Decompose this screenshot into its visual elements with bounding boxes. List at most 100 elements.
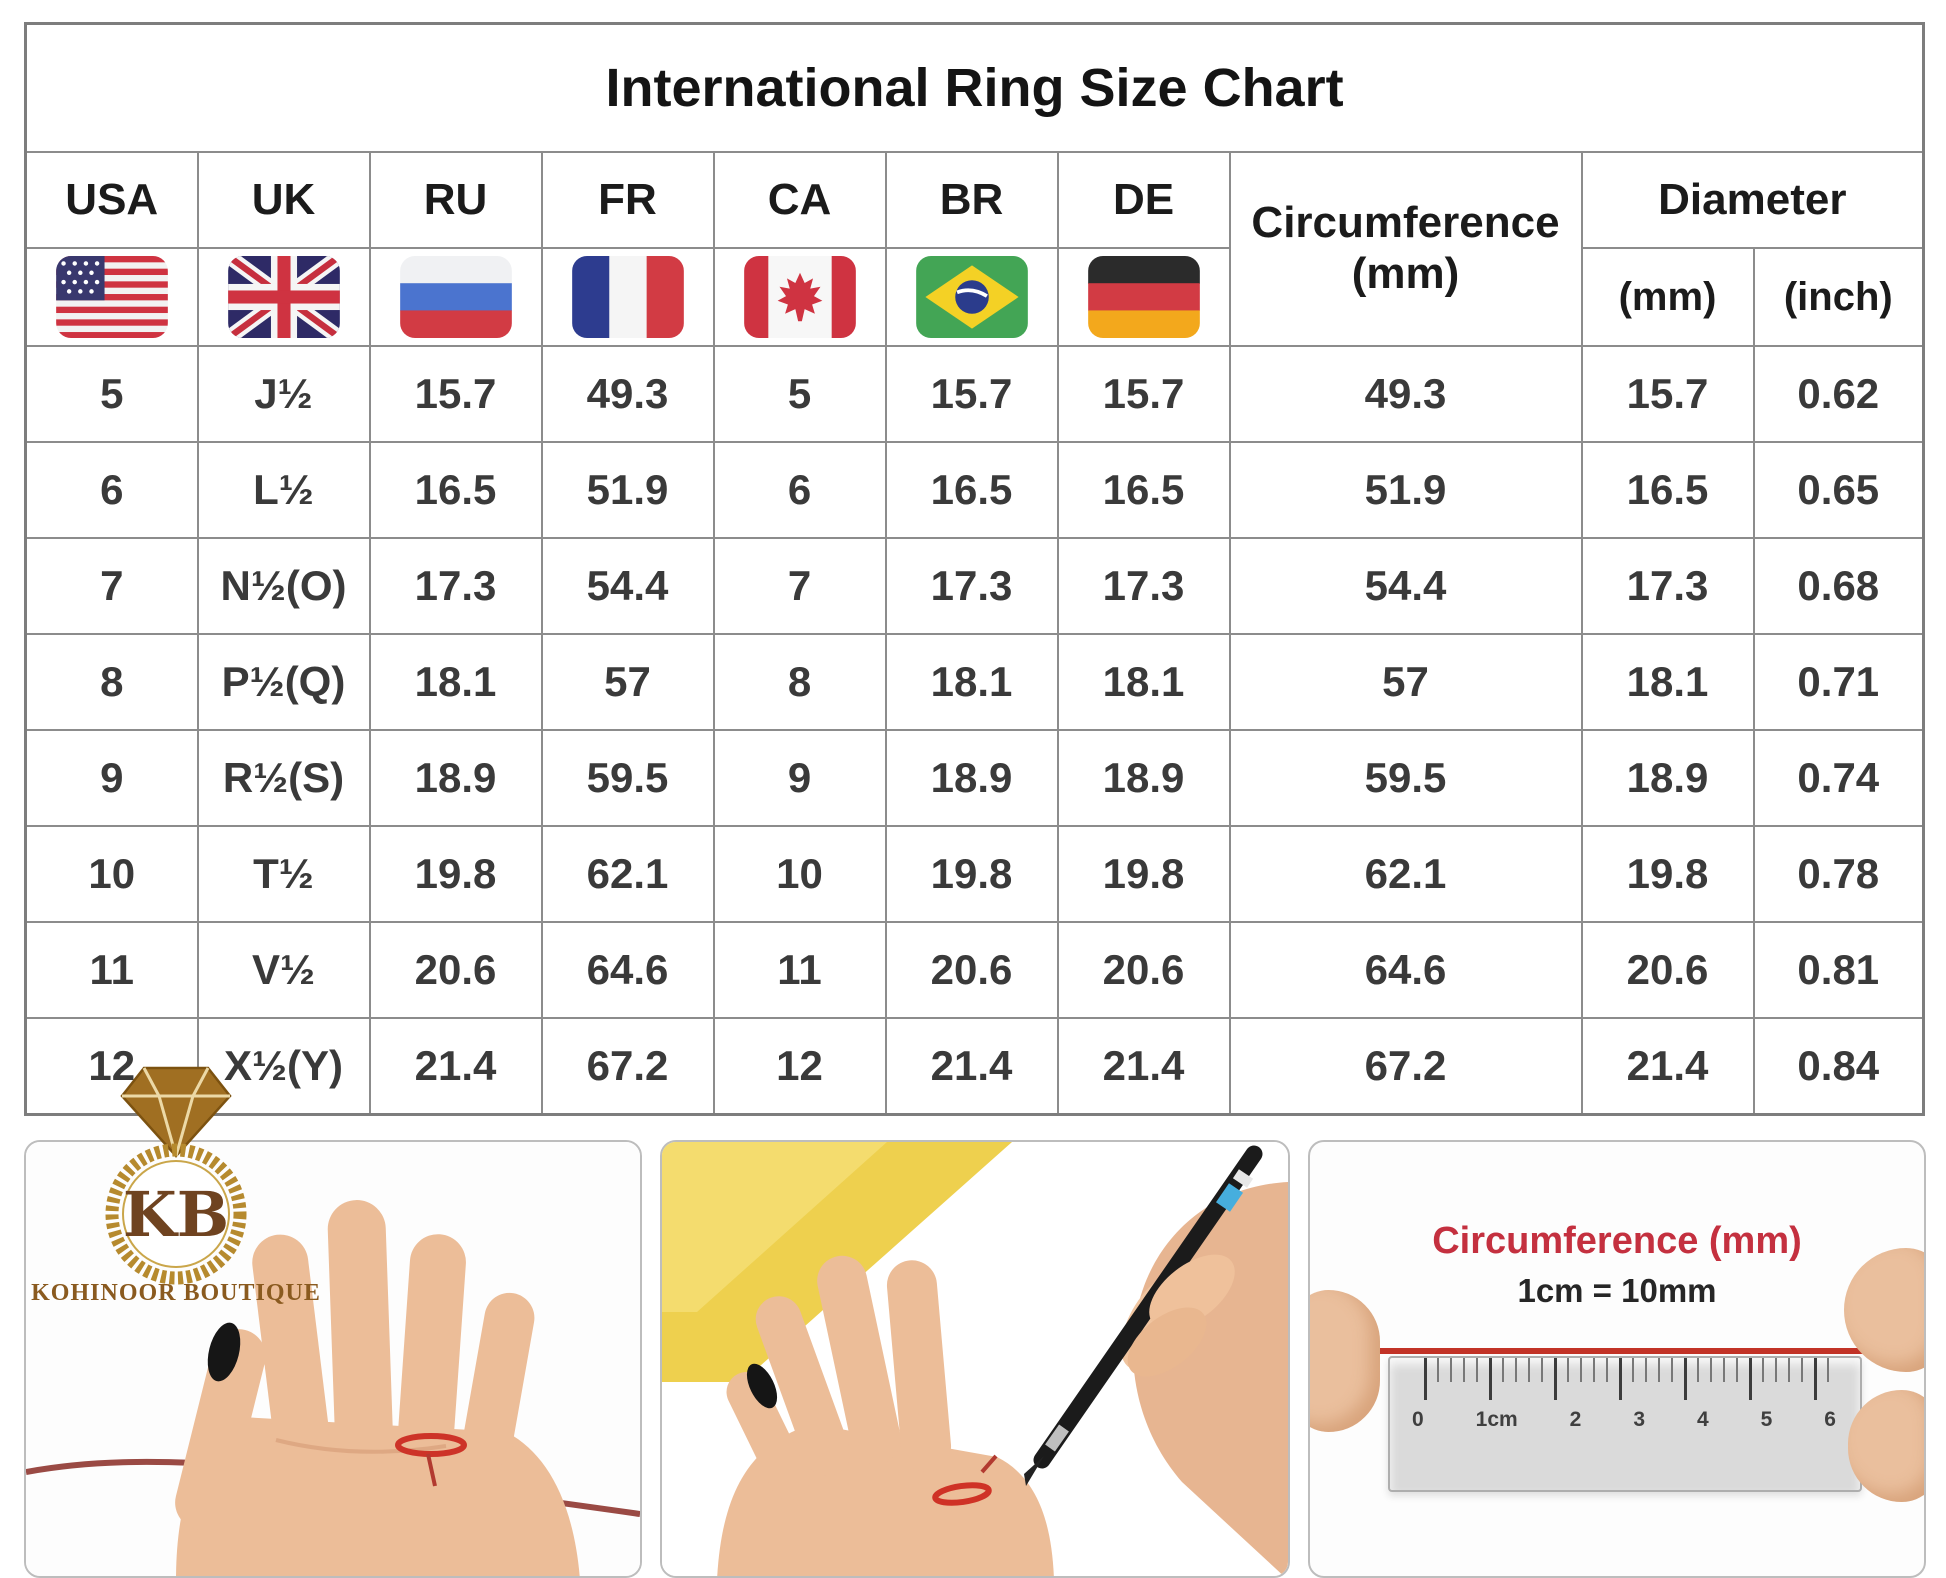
ruler-subheading: 1cm = 10mm	[1517, 1272, 1717, 1309]
table-cell: 9	[712, 729, 887, 827]
flag-cell-brazil	[884, 247, 1059, 347]
table-cell: 15.7	[368, 345, 543, 443]
right-index-finger	[1848, 1390, 1924, 1502]
table-cell: 15.7	[884, 345, 1059, 443]
table-cell: 17.3	[1056, 537, 1231, 635]
flag-cell-france	[540, 247, 715, 347]
table-cell: 16.5	[884, 441, 1059, 539]
table-cell: 20.6	[1056, 921, 1231, 1019]
table-cell: 15.7	[1580, 345, 1755, 443]
table-cell: 21.4	[1056, 1017, 1231, 1116]
table-cell: 7	[24, 537, 199, 635]
page-title: International Ring Size Chart	[24, 22, 1925, 153]
flag-canada-icon	[743, 256, 856, 338]
table-cell: 18.9	[884, 729, 1059, 827]
ruler-tick-label: 5	[1760, 1408, 1773, 1431]
ruler: 0 1cm 2 3 4 5 6	[1388, 1356, 1862, 1492]
table-cell: 11	[712, 921, 887, 1019]
table-cell: 0.68	[1752, 537, 1925, 635]
flag-uk-icon	[227, 256, 340, 338]
table-cell: 6	[24, 441, 199, 539]
table-cell: 15.7	[1056, 345, 1231, 443]
table-cell: J½	[196, 345, 371, 443]
left-thumb	[1310, 1290, 1380, 1432]
table-cell: 5	[712, 345, 887, 443]
table-cell: 18.1	[1580, 633, 1755, 731]
table-cell: 18.9	[1580, 729, 1755, 827]
pen-marking-string-illustration	[662, 1142, 1288, 1576]
table-cell: 57	[1228, 633, 1583, 731]
table-cell: 62.1	[1228, 825, 1583, 923]
diamond-icon	[120, 1066, 232, 1158]
table-cell: 6	[712, 441, 887, 539]
flag-cell-russia	[368, 247, 543, 347]
red-string	[1318, 1348, 1916, 1354]
flag-france-icon	[571, 256, 684, 338]
laurel-wreath-icon	[105, 1143, 247, 1285]
column-header-de: DE	[1056, 151, 1231, 249]
table-cell: 10	[712, 825, 887, 923]
ruler-heading: Circumference (mm)	[1432, 1220, 1802, 1262]
table-cell: 57	[540, 633, 715, 731]
column-header-fr: FR	[540, 151, 715, 249]
table-cell: 5	[24, 345, 199, 443]
column-header-uk: UK	[196, 151, 371, 249]
table-header-row: USA UK RU FR CA BR DE Circumference (mm)…	[24, 151, 1925, 347]
ruler-tick-label: 0	[1412, 1408, 1424, 1431]
table-cell: 17.3	[884, 537, 1059, 635]
table-cell: 59.5	[540, 729, 715, 827]
table-cell: R½(S)	[196, 729, 371, 827]
flag-cell-germany	[1056, 247, 1231, 347]
table-cell: 21.4	[1580, 1017, 1755, 1116]
column-header-br: BR	[884, 151, 1059, 249]
table-cell: 0.62	[1752, 345, 1925, 443]
table-cell: 18.1	[1056, 633, 1231, 731]
table-cell: V½	[196, 921, 371, 1019]
table-row: 6 L½ 16.5 51.9 6 16.5 16.5 51.9 16.5 0.65	[24, 441, 1925, 539]
table-cell: 0.84	[1752, 1017, 1925, 1116]
flag-cell-uk	[196, 247, 371, 347]
table-row: 10 T½ 19.8 62.1 10 19.8 19.8 62.1 19.8 0.78	[24, 825, 1925, 923]
logo-monogram: KB	[123, 1178, 229, 1251]
table-cell: 18.9	[368, 729, 543, 827]
kohinoor-boutique-logo: KB KOHINOOR BOUTIQUE	[31, 1066, 320, 1306]
brand-logo: KB KOHINOOR BOUTIQUE	[26, 1062, 326, 1306]
table-cell: 62.1	[540, 825, 715, 923]
table-cell: 0.78	[1752, 825, 1925, 923]
table-cell: 19.8	[884, 825, 1059, 923]
photo-measure-ruler: Circumference (mm) 1cm = 10mm 0 1cm 2 3 4 5 6	[1308, 1140, 1926, 1578]
circumference-unit: (mm)	[1351, 249, 1460, 298]
ruler-major-ticks	[1424, 1358, 1842, 1400]
diameter-mm-header: (mm)	[1580, 247, 1755, 347]
table-row: 7 N½(O) 17.3 54.4 7 17.3 17.3 54.4 17.3 0.68	[24, 537, 1925, 635]
table-cell: 8	[712, 633, 887, 731]
table-cell: 11	[24, 921, 199, 1019]
ruler-tick-label: 3	[1633, 1408, 1645, 1431]
table-cell: N½(O)	[196, 537, 371, 635]
ruler-tick-label: 4	[1696, 1408, 1709, 1431]
table-cell: 21.4	[884, 1017, 1059, 1116]
table-cell: 12	[712, 1017, 887, 1116]
flag-russia-icon	[399, 256, 512, 338]
table-cell: 20.6	[884, 921, 1059, 1019]
table-cell: T½	[196, 825, 371, 923]
table-cell: 8	[24, 633, 199, 731]
flag-brazil-icon	[915, 256, 1028, 338]
column-header-diameter: Diameter	[1580, 151, 1925, 249]
table-cell: 9	[24, 729, 199, 827]
table-cell: 20.6	[368, 921, 543, 1019]
column-header-ca: CA	[712, 151, 887, 249]
table-cell: 19.8	[368, 825, 543, 923]
table-title-row: International Ring Size Chart	[24, 22, 1925, 153]
diameter-inch-header: (inch)	[1752, 247, 1925, 347]
table-cell: 51.9	[540, 441, 715, 539]
table-cell: 20.6	[1580, 921, 1755, 1019]
table-cell: 19.8	[1056, 825, 1231, 923]
column-header-ru: RU	[368, 151, 543, 249]
table-cell: 12	[24, 1017, 199, 1116]
table-cell: 7	[712, 537, 887, 635]
column-header-circumference: Circumference (mm)	[1228, 151, 1583, 347]
flag-usa-icon	[55, 256, 168, 338]
photo-marking-string	[660, 1140, 1290, 1578]
